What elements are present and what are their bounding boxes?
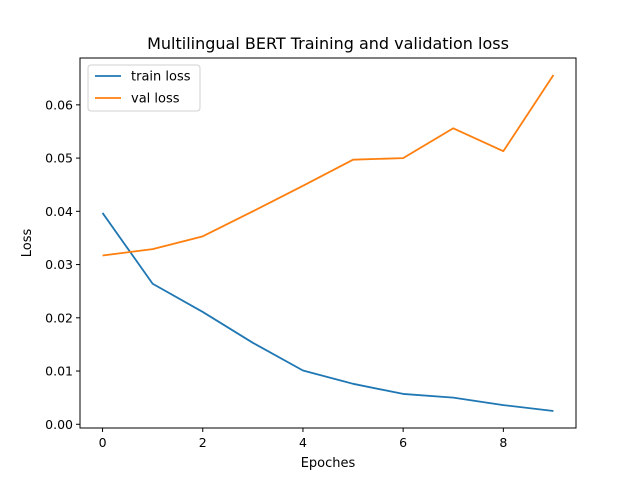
series-line-val-loss <box>102 74 555 257</box>
y-tick-label: 0.01 <box>45 364 73 379</box>
chart-title: Multilingual BERT Training and validatio… <box>147 34 509 53</box>
plot-area <box>80 58 576 428</box>
legend: train loss val loss <box>87 64 201 112</box>
y-tick-label: 0.02 <box>45 310 73 325</box>
x-tick-label: 4 <box>299 435 307 450</box>
y-tick-label: 0.06 <box>45 97 73 112</box>
y-tick-label: 0.04 <box>45 204 73 219</box>
y-tick-label: 0.03 <box>45 257 73 272</box>
y-tick-label: 0.00 <box>45 417 73 432</box>
plot-frame <box>79 57 577 429</box>
y-tick-label: 0.05 <box>45 151 73 166</box>
series-line-train-loss <box>101 212 554 412</box>
legend-label-train-loss: train loss <box>131 70 191 85</box>
ticks-layer: 0 2 4 6 8 0.00 0.01 0.02 0.03 0.04 0.05 0.06 <box>45 97 507 450</box>
x-tick-label: 0 <box>99 435 107 450</box>
x-tick-label: 6 <box>399 435 407 450</box>
x-tick-label: 8 <box>499 435 507 450</box>
x-tick-label: 2 <box>199 435 207 450</box>
series-layer <box>101 74 555 412</box>
legend-label-val-loss: val loss <box>131 92 180 107</box>
y-axis-label: Loss <box>20 229 35 258</box>
x-axis-label: Epoches <box>301 456 356 471</box>
